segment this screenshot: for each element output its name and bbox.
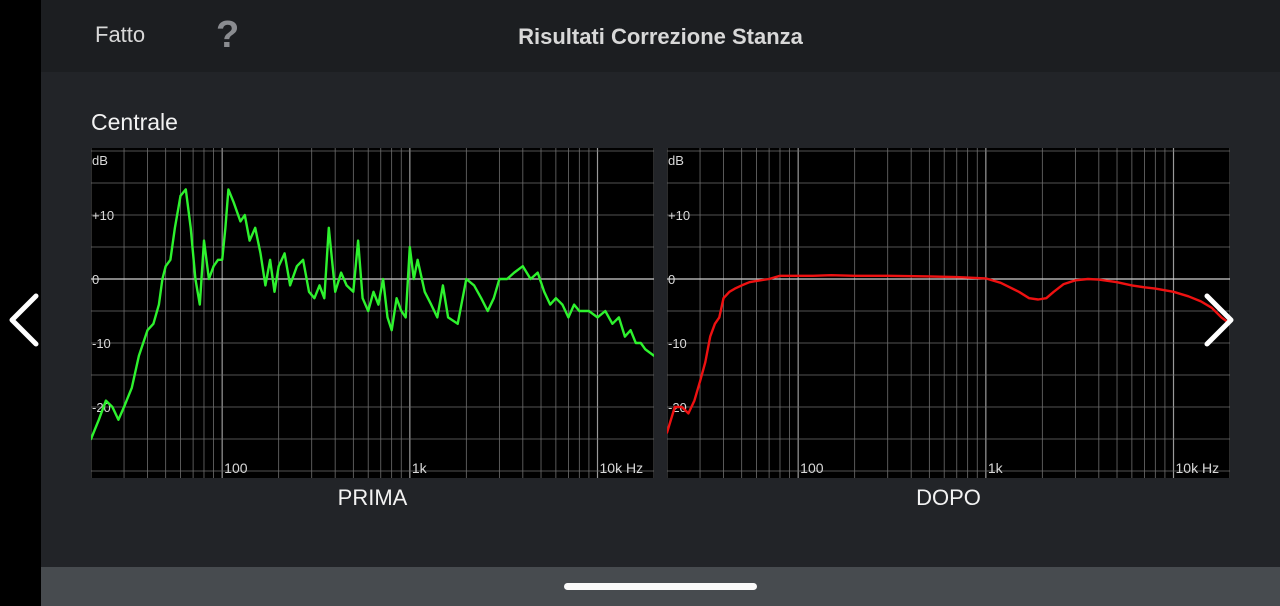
y-axis-label: dB <box>668 153 684 168</box>
chevron-right-icon <box>1204 293 1234 347</box>
x-tick-label: 1k <box>412 460 428 476</box>
y-tick-label: 0 <box>668 272 675 287</box>
response-line-after <box>667 273 1230 434</box>
previous-channel-button[interactable] <box>4 290 44 355</box>
y-axis-label: dB <box>92 153 108 168</box>
done-button[interactable]: Fatto <box>95 22 146 47</box>
y-tick-label: -20 <box>92 400 111 415</box>
response-line-before <box>91 188 654 441</box>
chart-before-label: PRIMA <box>337 485 408 510</box>
top-bar: Fatto ? Risultati Correzione Stanza <box>41 0 1280 72</box>
help-button[interactable]: ? <box>216 14 240 56</box>
app-window: Fatto ? Risultati Correzione Stanza Cent… <box>41 0 1280 606</box>
x-tick-label: 100 <box>800 460 824 476</box>
home-indicator[interactable] <box>564 583 757 590</box>
chevron-left-icon <box>9 293 39 347</box>
chart-before-svg: dB +10 0 -10 -20 100 1k 10k Hz <box>91 148 654 478</box>
y-tick-label: -10 <box>92 336 111 351</box>
y-tick-label: +10 <box>668 208 690 223</box>
chart-before: dB +10 0 -10 -20 100 1k 10k Hz <box>91 148 654 478</box>
y-tick-label: 0 <box>92 272 99 287</box>
x-tick-label: 10k Hz <box>600 460 644 476</box>
chart-after: dB +10 0 -10 -20 100 1k 10k Hz <box>667 148 1230 478</box>
next-channel-button[interactable] <box>1199 290 1239 355</box>
y-tick-label: -10 <box>668 336 687 351</box>
page-title: Risultati Correzione Stanza <box>518 24 803 49</box>
y-tick-label: +10 <box>92 208 114 223</box>
x-tick-label: 100 <box>224 460 248 476</box>
chart-after-label: DOPO <box>916 485 981 510</box>
x-tick-label: 10k Hz <box>1176 460 1220 476</box>
speaker-channel-label: Centrale <box>91 109 178 135</box>
x-tick-label: 1k <box>988 460 1004 476</box>
system-navigation-bar <box>41 567 1280 606</box>
